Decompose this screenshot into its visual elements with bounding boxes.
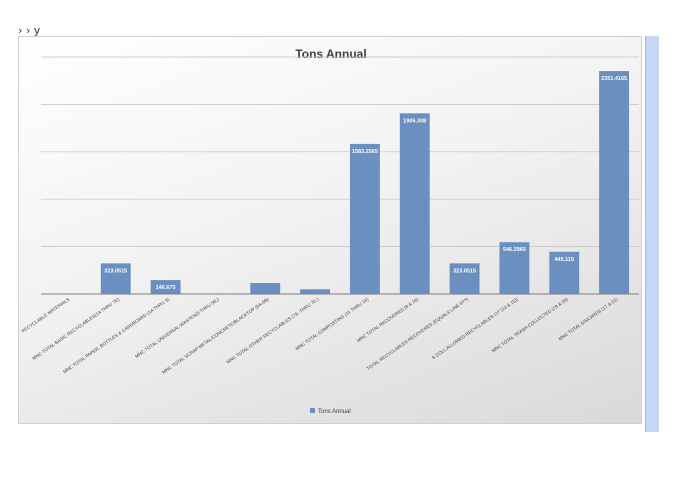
x-tick-label: MNC TOTAL BASIC RECYCLABLES(1A THRU 7E) — [32, 296, 121, 361]
data-label: 1583.2565 — [352, 149, 378, 155]
bar — [100, 263, 131, 294]
bar — [599, 71, 630, 294]
bar — [349, 143, 380, 294]
bar-chart: Tons Annual 323.0515 146.675 1.2975 115.455… — [21, 47, 639, 415]
bar — [399, 113, 430, 294]
data-label: 323.0515 — [453, 268, 476, 274]
data-label: 323.0515 — [104, 268, 127, 274]
x-tick-label: S COLL ALLOWED RECYCLABLES (17 (13 & 15)… — [431, 296, 519, 360]
data-label: 2351.4165 — [601, 76, 627, 82]
x-tick-label: TOTAL RECYCLABLES RECOVERED (EQUALS LINE… — [366, 296, 470, 371]
x-tick-label: RECYCLABLE MATERIALS — [21, 297, 71, 334]
bar — [449, 263, 480, 294]
legend-label: Tons Annual — [318, 409, 351, 415]
data-label: 146.675 — [156, 285, 176, 291]
scrollbar-strip[interactable] — [645, 36, 659, 432]
bar — [150, 280, 181, 294]
gridlines — [41, 56, 639, 247]
bars — [100, 71, 630, 295]
bar — [499, 242, 530, 294]
data-labels: 323.0515 146.675 1.2975 115.455 49.835 1583.2… — [104, 76, 627, 293]
x-tick-label: MNC TOTAL DISCARDS (17 & 21) — [558, 296, 619, 341]
data-label: 546.2965 — [503, 247, 526, 253]
data-label: 49.835 — [307, 282, 324, 288]
chart-title: Tons Annual — [295, 47, 366, 61]
corner-mark: › › y — [18, 24, 41, 37]
data-label: 1906.308 — [403, 118, 426, 124]
bar — [250, 283, 281, 294]
x-tick-label: MNC TOTAL OTHER RECYCLABLES (7A. THRU 7E… — [226, 296, 320, 364]
data-label: 1.2975 — [207, 287, 224, 293]
bar — [300, 289, 331, 294]
x-tick-label: MNC TOTAL PAPER, BOTTLES & CARDBOARD (1A… — [62, 296, 170, 374]
chart-area: Tons Annual 323.0515 146.675 1.2975 115.455… — [18, 36, 642, 424]
bar — [549, 251, 580, 294]
data-label: 445.115 — [554, 257, 574, 263]
x-tick-label: MNC TOTAL UNIVERSAL WASTES(5 THRU 5B.) — [134, 296, 220, 358]
legend-swatch — [310, 408, 315, 413]
legend: Tons Annual — [310, 408, 351, 415]
x-tick-label: MNC TOTAL SCRAP METAL/CONCRETE/BLACKTOP … — [161, 296, 270, 374]
data-label: 115.455 — [255, 276, 275, 282]
